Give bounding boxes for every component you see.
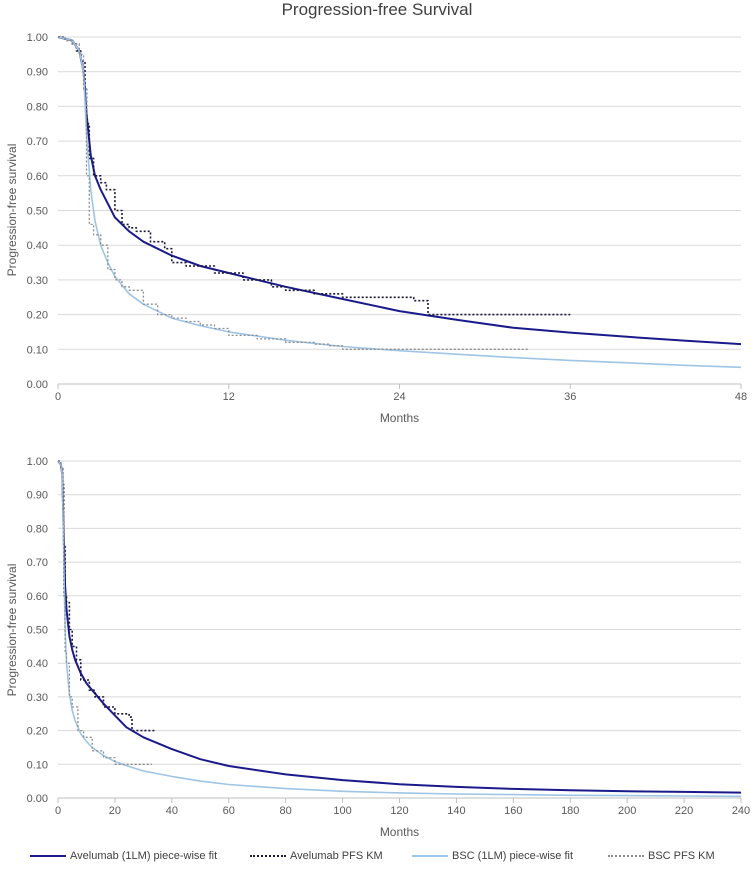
y-tick-label: 0.90: [27, 490, 48, 502]
y-tick-label: 0.10: [27, 759, 48, 771]
x-tick-label: 60: [223, 805, 235, 817]
y-tick-label: 0.60: [27, 591, 48, 603]
legend-swatch: [412, 855, 448, 857]
x-tick-label: 20: [109, 805, 121, 817]
x-tick-label: 200: [618, 805, 636, 817]
y-tick-label: 0.70: [27, 557, 48, 569]
x-tick-label: 240: [732, 805, 750, 817]
x-tick-label: 180: [561, 805, 579, 817]
series-line-bsc-fit: [57, 460, 742, 798]
chart-title: Progression-free Survival: [281, 0, 473, 19]
x-tick-label: 80: [280, 805, 292, 817]
y-tick-label: 0.70: [27, 136, 48, 148]
y-tick-label: 0.30: [27, 275, 48, 287]
y-tick-label: 0.40: [27, 658, 48, 670]
x-tick-label: 48: [735, 391, 747, 403]
legend-item-bsc-km: BSC PFS KM: [608, 850, 715, 862]
y-axis-label: Progression-free survival: [5, 564, 19, 697]
legend: Avelumab (1LM) piece-wise fit Avelumab P…: [0, 850, 754, 868]
y-tick-label: 1.00: [27, 32, 48, 44]
x-axis-label: Months: [380, 411, 419, 425]
legend-item-avelumab-km: Avelumab PFS KM: [250, 850, 383, 862]
x-axis-label: Months: [380, 825, 419, 839]
y-tick-label: 0.40: [27, 240, 48, 252]
series-line-avelumab-fit: [57, 460, 742, 794]
legend-label: Avelumab PFS KM: [290, 850, 383, 862]
y-tick-label: 0.90: [27, 67, 48, 79]
y-tick-label: 0.20: [27, 310, 48, 322]
x-tick-label: 40: [166, 805, 178, 817]
series-line-avelumab-km: [58, 36, 571, 316]
x-tick-label: 120: [390, 805, 408, 817]
legend-item-bsc-fit: BSC (1LM) piece-wise fit: [412, 850, 573, 862]
series-line-bsc-fit: [57, 36, 742, 369]
series-line-bsc-km: [58, 460, 152, 765]
x-tick-label: 220: [675, 805, 693, 817]
x-tick-label: 0: [55, 391, 61, 403]
legend-label: BSC (1LM) piece-wise fit: [452, 850, 574, 862]
y-tick-label: 0.60: [27, 171, 48, 183]
legend-item-avelumab-fit: Avelumab (1LM) piece-wise fit: [30, 850, 217, 862]
legend-label: Avelumab (1LM) piece-wise fit: [70, 850, 218, 862]
legend-label: BSC PFS KM: [648, 850, 715, 862]
x-tick-label: 24: [393, 391, 405, 403]
series-line-bsc-km: [58, 36, 528, 350]
x-tick-label: 36: [564, 391, 576, 403]
y-tick-label: 0.80: [27, 101, 48, 113]
x-tick-label: 160: [504, 805, 522, 817]
y-tick-label: 0.50: [27, 625, 48, 637]
legend-swatch: [608, 855, 644, 857]
y-tick-label: 0.00: [27, 793, 48, 805]
y-tick-label: 0.30: [27, 692, 48, 704]
y-tick-label: 1.00: [27, 456, 48, 468]
x-tick-label: 100: [333, 805, 351, 817]
y-tick-label: 0.00: [27, 379, 48, 391]
y-tick-label: 0.50: [27, 206, 48, 218]
y-tick-label: 0.20: [27, 726, 48, 738]
x-tick-label: 12: [223, 391, 235, 403]
legend-swatch: [30, 855, 66, 857]
y-axis-label: Progression-free survival: [5, 144, 19, 277]
x-tick-label: 140: [447, 805, 465, 817]
x-tick-label: 0: [55, 805, 61, 817]
legend-swatch: [250, 855, 286, 857]
y-tick-label: 0.10: [27, 344, 48, 356]
y-tick-label: 0.80: [27, 523, 48, 535]
